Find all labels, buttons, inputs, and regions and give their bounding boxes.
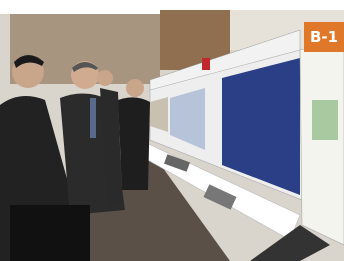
poster bbox=[150, 97, 168, 132]
banner-mark bbox=[202, 58, 210, 70]
poster-right bbox=[300, 40, 344, 245]
photo: B-1 bbox=[0, 0, 344, 261]
poster-figure bbox=[312, 100, 338, 140]
sign-label: B-1 bbox=[310, 28, 338, 46]
bag bbox=[10, 205, 90, 261]
